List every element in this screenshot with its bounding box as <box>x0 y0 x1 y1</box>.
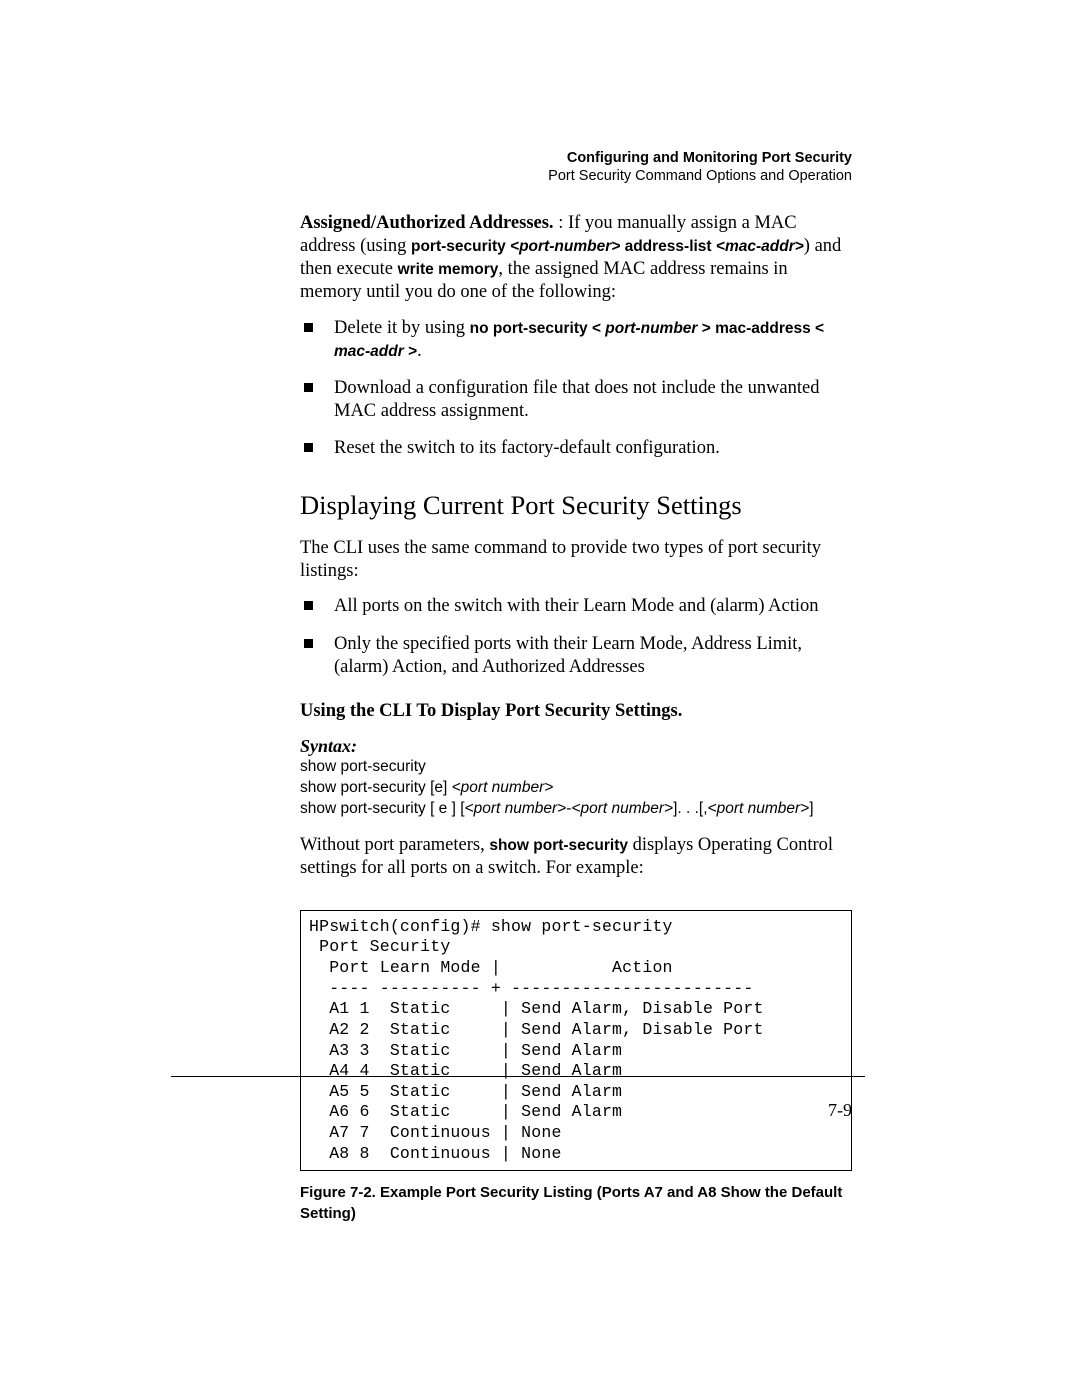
list-item: All ports on the switch with their Learn… <box>300 595 852 618</box>
cli-output-box: HPswitch(config)# show port-security Por… <box>300 910 852 1172</box>
paragraph: Without port parameters, show port-secur… <box>300 834 852 880</box>
syntax-line: show port-security [e] <port number> <box>300 778 814 799</box>
page-number: 7-9 <box>828 1100 852 1121</box>
syntax-line: show port-security [ e ] [<port number>-… <box>300 799 814 820</box>
subsection-heading: Using the CLI To Display Port Security S… <box>300 701 852 722</box>
list-item: Download a configuration file that does … <box>300 377 852 423</box>
figure-caption: Figure 7-2. Example Port Security Listin… <box>300 1183 852 1224</box>
page-content: Configuring and Monitoring Port Security… <box>300 150 852 1224</box>
header-title: Configuring and Monitoring Port Security <box>300 150 852 166</box>
syntax-block: Syntax: show port-security show port-sec… <box>300 736 852 820</box>
list-item: Delete it by using no port-security < po… <box>300 317 852 363</box>
syntax-lines: show port-security show port-security [e… <box>300 757 814 820</box>
intro-paragraph: Assigned/Authorized Addresses. : If you … <box>300 212 852 305</box>
bullet-list-1: Delete it by using no port-security < po… <box>300 317 852 461</box>
list-item: Only the specified ports with their Lear… <box>300 633 852 679</box>
header-subtitle: Port Security Command Options and Operat… <box>300 168 852 184</box>
section-heading: Displaying Current Port Security Setting… <box>300 490 852 521</box>
syntax-label: Syntax: <box>300 736 372 757</box>
bullet-list-2: All ports on the switch with their Learn… <box>300 595 852 678</box>
syntax-line: show port-security <box>300 757 814 778</box>
list-item: Reset the switch to its factory-default … <box>300 437 852 460</box>
section-paragraph: The CLI uses the same command to provide… <box>300 537 852 583</box>
lead-in: Assigned/Authorized Addresses. <box>300 213 554 233</box>
running-header: Configuring and Monitoring Port Security… <box>300 150 852 184</box>
footer-rule <box>171 1076 865 1077</box>
